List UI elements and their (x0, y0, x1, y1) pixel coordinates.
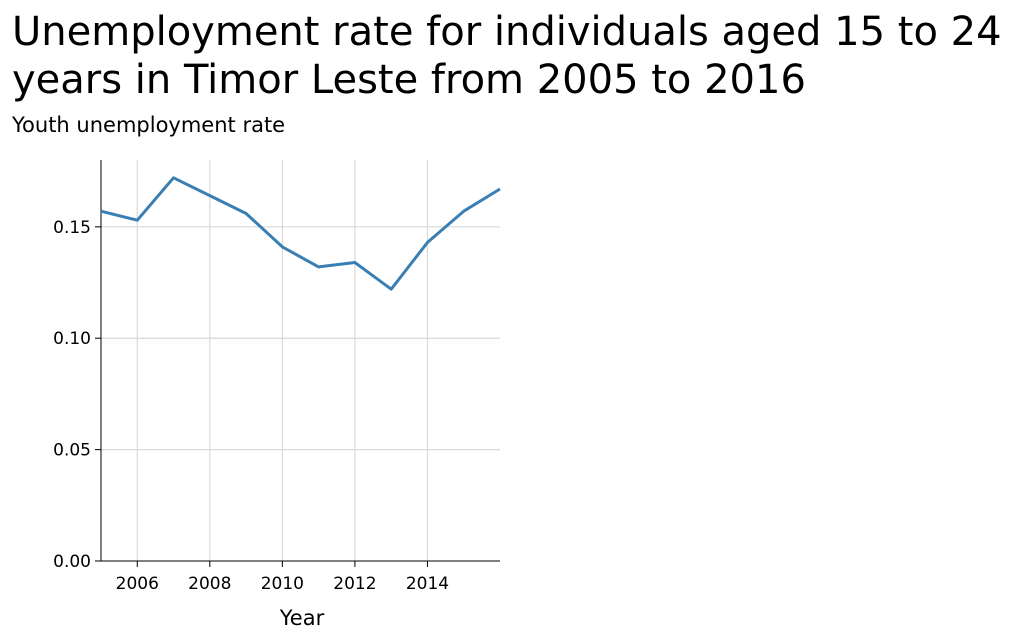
chart-title: Unemployment rate for individuals aged 1… (12, 9, 1002, 103)
y-tick-label: 0.05 (53, 441, 91, 461)
data-point (390, 288, 393, 291)
data-point (245, 212, 248, 215)
y-axis-label: Youth unemployment rate (12, 113, 286, 137)
data-point (281, 245, 284, 248)
x-axis-label: Year (279, 606, 325, 630)
data-point (426, 241, 429, 244)
y-tick-label: 0.15 (53, 218, 91, 238)
x-tick-label: 2012 (333, 574, 376, 594)
data-point (499, 187, 502, 190)
x-tick-label: 2008 (188, 574, 231, 594)
x-tick-label: 2010 (261, 574, 304, 594)
grid-lines (101, 160, 500, 561)
data-point (317, 265, 320, 268)
data-point (208, 194, 211, 197)
data-point (462, 210, 465, 213)
tick-labels: 2006 2008 2010 2012 2014 0.00 0.05 0.10 0.15 (53, 218, 449, 594)
x-tick-label: 2014 (406, 574, 449, 594)
data-point (353, 261, 356, 264)
y-tick-label: 0.10 (53, 329, 91, 349)
data-point (100, 210, 103, 213)
x-tick-label: 2006 (116, 574, 159, 594)
data-point (136, 219, 139, 222)
data-series (100, 176, 502, 291)
axes (95, 160, 500, 567)
data-point (172, 176, 175, 179)
y-tick-label: 0.00 (53, 552, 91, 572)
series-line (100, 176, 501, 291)
